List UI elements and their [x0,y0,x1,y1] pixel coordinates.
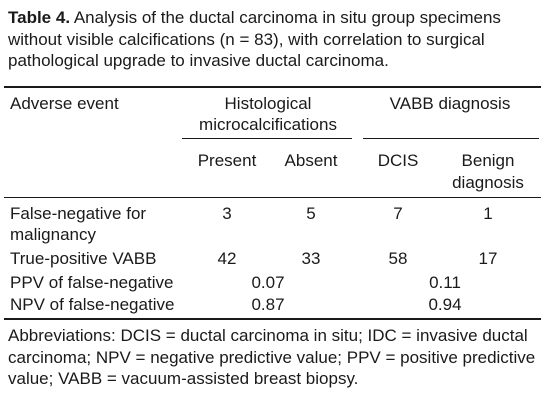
group-header-microcalcifications: microcalcifications [199,115,337,134]
group-header-histological: Histological [224,94,312,113]
col-header-present: Present [197,151,257,170]
row-label-ppv: PPV of false-negative [10,273,174,292]
row-label-false-negative: False-negative for [10,204,147,223]
col-header-diagnosis: diagnosis [452,173,524,192]
cell-true-positive-absent: 33 [301,249,321,268]
cell-false-negative-benign: 1 [483,204,493,223]
cell-false-negative-absent: 5 [306,204,316,223]
row-label-npv: NPV of false-negative [10,295,175,314]
row-header-label: Adverse event [10,94,119,113]
cell-true-positive-benign: 17 [478,249,498,268]
row-label-malignancy: malignancy [10,225,96,244]
histo-group-rule [182,138,352,139]
table-top-rule [4,86,541,88]
vabb-group-rule [363,138,539,139]
col-header-dcis: DCIS [377,151,419,170]
row-label-true-positive: True-positive VABB [10,249,157,268]
table-caption-text: Analysis of the ductal carcinoma in situ… [8,8,501,70]
table-caption: Table 4. Analysis of the ductal carcinom… [8,7,538,72]
col-header-absent: Absent [284,151,338,170]
table-bottom-rule [4,318,541,320]
cell-ppv-histological: 0.07 [251,273,285,292]
table-number-label: Table 4. [8,8,71,27]
table-header-rule [4,197,541,198]
col-header-benign: Benign [461,151,515,170]
cell-false-negative-present: 3 [222,204,232,223]
group-header-vabb: VABB diagnosis [389,94,511,113]
cell-npv-vabb: 0.94 [428,295,462,314]
cell-true-positive-present: 42 [217,249,237,268]
cell-true-positive-dcis: 58 [388,249,408,268]
cell-npv-histological: 0.87 [251,295,285,314]
cell-false-negative-dcis: 7 [393,204,403,223]
table-footnote: Abbreviations: DCIS = ductal carcinoma i… [8,326,536,388]
cell-ppv-vabb: 0.11 [429,273,461,292]
